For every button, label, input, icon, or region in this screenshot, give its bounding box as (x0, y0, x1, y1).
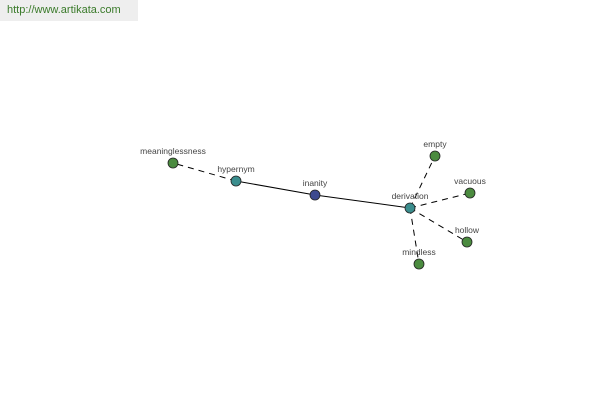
node-label: inanity (303, 178, 328, 188)
node-inanity[interactable]: inanity (303, 178, 328, 201)
node-circle[interactable] (461, 236, 473, 248)
node-circle[interactable] (464, 187, 476, 199)
node-label: derivation (392, 191, 429, 201)
node-empty[interactable]: empty (423, 139, 447, 162)
node-circle[interactable] (429, 150, 441, 162)
node-hypernym[interactable]: hypernym (217, 164, 255, 187)
edge-inanity-derivation (314, 194, 411, 209)
node-meaninglessness[interactable]: meaninglessness (140, 146, 206, 169)
node-mindless[interactable]: mindless (402, 247, 436, 270)
node-label: hypernym (217, 164, 254, 174)
node-label: vacuous (454, 176, 486, 186)
node-label: meaninglessness (140, 146, 206, 156)
node-circle[interactable] (167, 157, 179, 169)
edge-derivation-empty (409, 155, 436, 209)
node-circle[interactable] (309, 189, 321, 201)
edge-derivation-mindless (409, 207, 420, 265)
edge-derivation-hollow (409, 207, 468, 243)
node-vacuous[interactable]: vacuous (454, 176, 486, 199)
node-label: empty (423, 139, 447, 149)
edge-inanity-hypernym (235, 180, 316, 196)
node-circle[interactable] (404, 202, 416, 214)
node-circle[interactable] (230, 175, 242, 187)
node-circle[interactable] (413, 258, 425, 270)
node-hollow[interactable]: hollow (455, 225, 480, 248)
node-label: hollow (455, 225, 480, 235)
node-label: mindless (402, 247, 436, 257)
node-derivation[interactable]: derivation (392, 191, 429, 214)
watermark-link[interactable]: http://www.artikata.com (0, 0, 138, 21)
